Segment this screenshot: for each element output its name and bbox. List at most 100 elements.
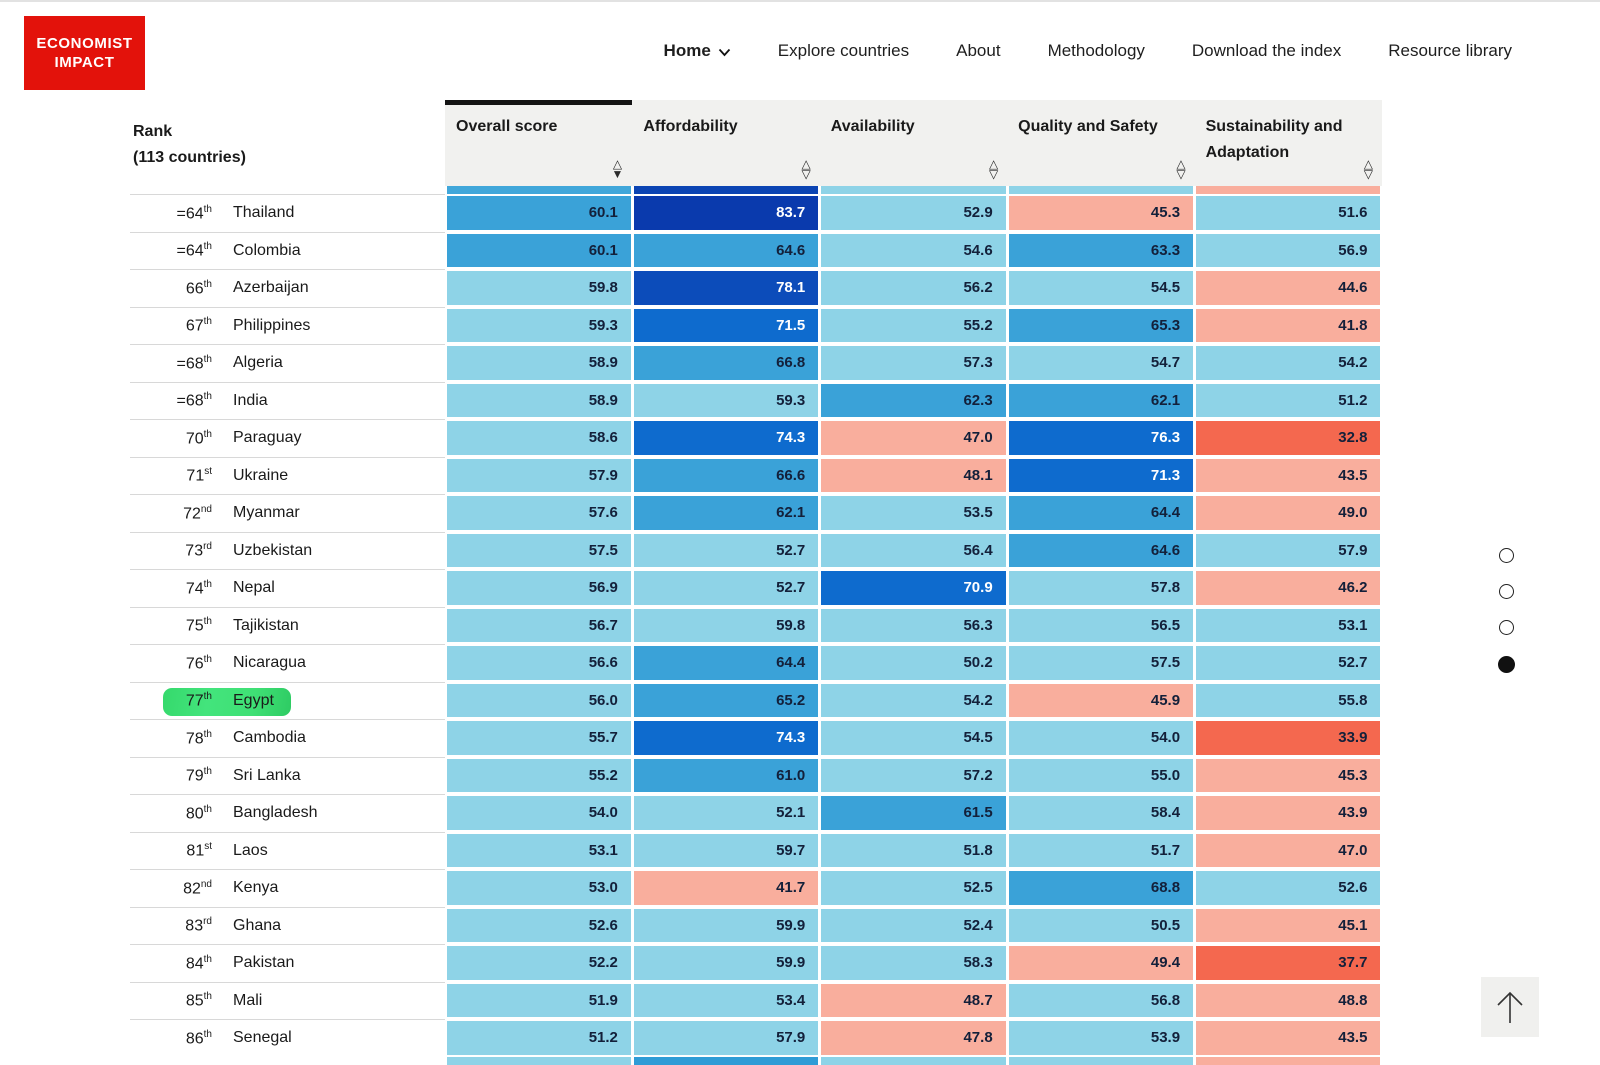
sort-arrows-icon[interactable]: △ ▽: [989, 158, 998, 180]
score-bar: 56.6: [446, 646, 631, 680]
score-cell: 62.1: [1007, 382, 1194, 420]
score-bar: 53.4: [633, 983, 819, 1017]
column-header-label: Sustainability and: [1205, 118, 1343, 135]
rank-label-cell: 85th Mali: [130, 981, 445, 1019]
score-cell: 45.3: [1195, 757, 1382, 795]
country-name: Bangladesh: [233, 804, 318, 822]
score-bar: 57.5: [446, 533, 631, 567]
score-bar: 45.9: [1008, 683, 1194, 717]
rank-label-cell: 70th Paraguay: [130, 419, 445, 457]
score-bar: 68.8: [1008, 871, 1194, 905]
sort-arrows-icon[interactable]: △ ▼: [612, 157, 624, 180]
score-cell-partial: [820, 1056, 1007, 1065]
rank-cell: 82nd: [183, 878, 212, 897]
score-bar: 58.6: [446, 421, 631, 455]
score-cell: 51.7: [1007, 832, 1194, 870]
table-row-azerbaijan: 66th Azerbaijan 59.8 78.1 56.2 54.5 44.6: [130, 269, 1383, 307]
table-row-tajikistan: 75th Tajikistan 56.7 59.8 56.3 56.5 53.1: [130, 606, 1383, 645]
score-bar: 55.0: [1008, 758, 1194, 792]
score-cell: 56.8: [1007, 982, 1194, 1020]
pagination-dot-2[interactable]: [1499, 584, 1514, 599]
score-cell: 48.8: [1195, 982, 1382, 1020]
rank-cell: 83rd: [185, 916, 212, 935]
score-cell: 51.9: [445, 982, 632, 1020]
table-row-pakistan: 84th Pakistan 52.2 59.9 58.3 49.4 37.7: [130, 944, 1383, 982]
nav-item-resource-library[interactable]: Resource library: [1388, 41, 1512, 61]
sort-arrows-icon[interactable]: △ ▽: [801, 157, 811, 180]
column-header-overall-score[interactable]: Overall score △ ▼: [445, 100, 633, 186]
score-bar: 59.3: [446, 308, 631, 342]
score-cell: 52.7: [1195, 644, 1382, 682]
country-name: Pakistan: [233, 954, 295, 972]
column-header-affordability[interactable]: Affordability △ ▽: [632, 100, 820, 186]
column-header-quality-and-safety[interactable]: Quality and Safety △ ▽: [1007, 100, 1195, 186]
country-name: Algeria: [233, 354, 283, 372]
score-bar: 66.8: [633, 346, 819, 380]
table-row-sri-lanka: 79th Sri Lanka 55.2 61.0 57.2 55.0 45.3: [130, 756, 1383, 795]
score-cell: 41.7: [632, 869, 819, 907]
score-cell: 48.7: [820, 982, 1007, 1020]
sort-arrows-icon[interactable]: △ ▽: [1176, 158, 1185, 180]
score-bar: 59.8: [446, 271, 631, 305]
score-bar: 49.0: [1196, 496, 1381, 530]
table-row-ukraine: 71st Ukraine 57.9 66.6 48.1 71.3 43.5: [130, 456, 1383, 495]
nav-item-home[interactable]: Home: [664, 41, 731, 61]
rank-label-cell: 66th Azerbaijan: [130, 269, 445, 307]
score-bar: 83.7: [633, 196, 819, 230]
score-bar: 41.8: [1196, 308, 1381, 342]
score-bar: 54.2: [821, 683, 1006, 717]
table-row-kenya: 82nd Kenya 53.0 41.7 52.5 68.8 52.6: [130, 869, 1383, 907]
score-cell: 45.3: [1007, 194, 1194, 232]
sort-arrows-icon[interactable]: △ ▽: [1364, 158, 1373, 180]
rank-cell: 80th: [185, 803, 212, 822]
pagination-dot-1[interactable]: [1499, 548, 1514, 563]
score-bar: 56.3: [821, 608, 1006, 642]
nav-item-download-the-index[interactable]: Download the index: [1192, 41, 1341, 61]
nav-item-label: Home: [663, 41, 711, 60]
nav-item-about[interactable]: About: [956, 41, 1000, 61]
score-bar: 51.9: [446, 983, 631, 1017]
sort-up-icon: △: [801, 157, 811, 171]
score-bar: 56.5: [1008, 608, 1194, 642]
score-bar: 43.9: [1196, 796, 1381, 830]
score-cell: 58.3: [820, 944, 1007, 982]
score-cell: 54.6: [820, 232, 1007, 270]
column-header-availability[interactable]: Availability △ ▽: [819, 100, 1008, 186]
score-bar: 62.1: [633, 496, 819, 530]
score-bar: 47.8: [821, 1021, 1006, 1055]
score-cell: 48.1: [820, 457, 1007, 495]
score-cell-partial: [1195, 1056, 1382, 1065]
chevron-down-icon: [718, 48, 730, 56]
sort-up-icon: △: [612, 157, 623, 171]
score-bar: 60.1: [446, 233, 631, 267]
column-header-sustainability-andadaptation[interactable]: Sustainability and Adaptation △ ▽: [1194, 100, 1382, 186]
pagination-dot-4[interactable]: [1498, 656, 1515, 673]
rank-cell: 73rd: [185, 541, 212, 560]
table-row-colombia: =64th Colombia 60.1 64.6 54.6 63.3 56.9: [130, 231, 1383, 270]
score-bar: 49.4: [1008, 946, 1194, 980]
pagination-dot-3[interactable]: [1499, 620, 1514, 635]
nav-item-methodology[interactable]: Methodology: [1048, 41, 1145, 61]
rank-label-cell: 78th Cambodia: [130, 719, 445, 757]
score-bar: 52.7: [1196, 646, 1381, 680]
score-cell: 56.9: [445, 569, 632, 607]
rank-cell: 78th: [185, 728, 212, 747]
score-cell: 32.8: [1195, 419, 1382, 457]
economist-impact-logo[interactable]: ECONOMIST IMPACT: [24, 16, 145, 90]
score-cell: 53.5: [820, 494, 1007, 532]
score-bar: 59.9: [633, 946, 819, 980]
score-cell-partial: [1007, 1056, 1194, 1065]
back-to-top-button[interactable]: [1481, 977, 1539, 1037]
rank-label-cell: 71st Ukraine: [130, 456, 445, 494]
score-bar: 56.0: [446, 683, 631, 717]
rank-cell: =64th: [176, 241, 212, 260]
score-cell: 56.5: [1007, 607, 1194, 645]
rank-label-cell: =64th Thailand: [130, 194, 445, 232]
nav-item-explore-countries[interactable]: Explore countries: [778, 41, 909, 61]
score-cell: 56.2: [820, 269, 1007, 307]
score-bar: 54.0: [446, 796, 631, 830]
country-name: Colombia: [233, 241, 301, 259]
score-cell: 52.9: [820, 194, 1007, 232]
score-cell: 53.0: [445, 869, 632, 907]
rank-label-cell: =68th Algeria: [130, 344, 445, 382]
